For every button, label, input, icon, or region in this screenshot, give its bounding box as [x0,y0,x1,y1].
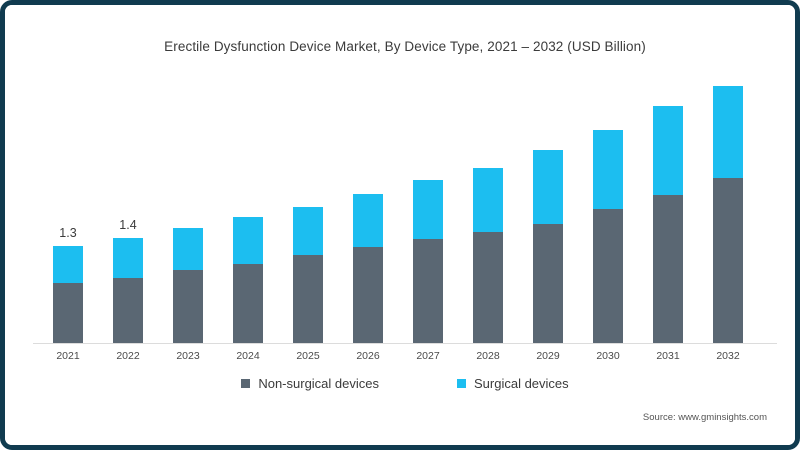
x-tick-2030: 2030 [596,350,620,362]
x-tick-2028: 2028 [476,350,500,362]
legend-square-swatch [241,379,251,388]
bar-column-2026[interactable] [353,193,383,343]
bar-column-2028[interactable] [473,168,503,343]
bar-column-2024[interactable] [233,217,263,343]
x-axis-tick-labels: 2021 2022 2023 2024 2025 2026 2027 2028 2029 2030… [5,347,795,367]
legend-item-surgical-devices[interactable]: Surgical devices [457,376,569,391]
legend-label: Surgical devices [474,376,569,391]
bar-segment-non-surgical-2031[interactable] [653,195,683,343]
x-tick-2022: 2022 [116,350,140,362]
bar-segment-surgical-2023[interactable] [173,227,203,271]
x-tick-2026: 2026 [356,350,380,362]
x-tick-2025: 2025 [296,350,320,362]
x-tick-2024: 2024 [236,350,260,362]
chart-canvas: Erectile Dysfunction Device Market, By D… [5,5,795,445]
bar-column-2031[interactable] [653,106,683,343]
bar-segment-non-surgical-2026[interactable] [353,247,383,343]
bar-segment-surgical-2027[interactable] [413,179,443,239]
bar-value-label-2022: 1.4 [119,218,137,232]
bar-segment-surgical-2032[interactable] [713,85,743,178]
bar-segment-non-surgical-2029[interactable] [533,223,563,343]
bar-column-2023[interactable] [173,227,203,343]
x-tick-2027: 2027 [416,350,440,362]
bar-column-2032[interactable] [713,85,743,343]
bar-segment-surgical-2022[interactable] [113,238,143,278]
bar-segment-non-surgical-2027[interactable] [413,238,443,343]
bar-column-2022[interactable] [113,238,143,343]
source-attribution: Source: www.gminsights.com [642,412,767,423]
bar-segment-surgical-2024[interactable] [233,217,263,265]
bar-segment-surgical-2021[interactable] [53,245,83,283]
bar-column-2029[interactable] [533,150,563,343]
bar-segment-surgical-2029[interactable] [533,150,563,224]
x-tick-2029: 2029 [536,350,560,362]
bar-segment-surgical-2028[interactable] [473,168,503,232]
plot-area [5,5,795,343]
bar-column-2030[interactable] [593,130,623,343]
bar-segment-surgical-2030[interactable] [593,130,623,209]
bar-segment-non-surgical-2022[interactable] [113,277,143,343]
chart-legend: Non-surgical devices Surgical devices [5,376,795,391]
x-tick-2023: 2023 [176,350,200,362]
chart-title: Erectile Dysfunction Device Market, By D… [164,39,646,54]
bar-column-2025[interactable] [293,206,323,343]
bar-segment-non-surgical-2021[interactable] [53,283,83,343]
bar-segment-surgical-2026[interactable] [353,193,383,247]
bar-segment-surgical-2031[interactable] [653,106,683,196]
bar-segment-non-surgical-2024[interactable] [233,264,263,343]
bar-segment-non-surgical-2030[interactable] [593,208,623,343]
x-axis-line [33,343,777,344]
legend-label: Non-surgical devices [258,376,379,391]
bar-segment-non-surgical-2028[interactable] [473,232,503,343]
legend-item-non-surgical-devices[interactable]: Non-surgical devices [241,376,379,391]
bar-segment-surgical-2025[interactable] [293,206,323,256]
x-tick-2021: 2021 [56,350,80,362]
bar-segment-non-surgical-2032[interactable] [713,178,743,343]
bar-value-label-2021: 1.3 [59,225,77,240]
bar-column-2027[interactable] [413,179,443,343]
x-tick-2031: 2031 [656,350,680,362]
bar-segment-non-surgical-2023[interactable] [173,270,203,343]
legend-square-swatch [457,379,466,388]
bar-segment-non-surgical-2025[interactable] [293,255,323,343]
bar-column-2021[interactable] [53,245,83,343]
x-tick-2032: 2032 [716,350,740,362]
